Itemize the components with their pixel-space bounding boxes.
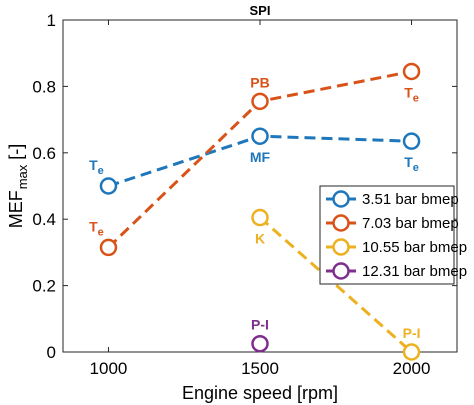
- point-annotation: MF: [250, 149, 271, 165]
- point-annotation: P-I: [403, 325, 421, 341]
- x-tick-label: 1500: [241, 359, 279, 378]
- chart-title: SPI: [250, 3, 271, 18]
- legend-label: 7.03 bar bmep: [362, 215, 459, 232]
- y-axis-label-main: MEF: [6, 190, 26, 228]
- data-point: [99, 238, 118, 257]
- point-annotation-text: T: [89, 157, 98, 173]
- point-annotation-text: P-I: [403, 325, 421, 341]
- data-point: [251, 334, 269, 353]
- point-annotation-sub: e: [413, 162, 419, 174]
- legend-marker: [332, 238, 350, 256]
- point-annotation-text: T: [89, 218, 98, 234]
- y-tick-label: 1: [47, 11, 56, 30]
- legend-label: 3.51 bar bmep: [362, 191, 459, 208]
- x-tick-label: 2000: [393, 359, 431, 378]
- data-point: [251, 92, 269, 111]
- legend-marker: [332, 214, 350, 232]
- point-annotation: PB: [250, 74, 269, 90]
- series-group: Te PB Te: [89, 62, 421, 257]
- point-annotation-sub: e: [98, 226, 104, 238]
- legend: 3.51 bar bmep 7.03 bar bmep 10.55 bar bmep…: [319, 185, 467, 285]
- data-point: [251, 208, 269, 227]
- point-annotation: Te: [89, 218, 104, 238]
- point-annotation: P-I: [251, 317, 269, 333]
- y-tick-label: 0.6: [32, 144, 56, 163]
- point-annotation-text: MF: [250, 149, 271, 165]
- y-tick-label: 0.8: [32, 77, 56, 96]
- point-annotation-text: P-I: [251, 317, 269, 333]
- series-group: K P-I: [251, 208, 421, 361]
- data-point: [402, 343, 421, 361]
- point-annotation: Te: [404, 154, 419, 174]
- point-annotation-text: T: [404, 84, 413, 100]
- point-annotation-sub: e: [413, 92, 419, 104]
- series-group: P-I: [251, 317, 269, 353]
- point-annotation: Te: [404, 84, 419, 104]
- y-tick-label: 0: [47, 343, 56, 362]
- y-tick-label: 0.2: [32, 277, 56, 296]
- point-annotation-text: T: [404, 154, 413, 170]
- point-annotation-sub: e: [98, 165, 104, 177]
- series-group: Te MF Te: [89, 127, 421, 195]
- point-annotation: K: [255, 231, 265, 247]
- data-point: [402, 62, 421, 81]
- y-axis: 0 0.2 0.4 0.6 0.8 1: [32, 11, 457, 362]
- data-point: [99, 177, 118, 195]
- point-annotation-text: K: [255, 231, 265, 247]
- legend-marker: [332, 190, 350, 208]
- x-tick-label: 1000: [90, 359, 128, 378]
- y-tick-label: 0.4: [32, 210, 56, 229]
- point-annotation: Te: [89, 157, 104, 177]
- point-annotation-text: PB: [250, 74, 269, 90]
- x-axis: 1000 1500 2000: [90, 20, 431, 378]
- legend-marker: [332, 262, 350, 280]
- data-point: [251, 127, 269, 145]
- data-point: [402, 132, 421, 150]
- legend-label: 12.31 bar bmep: [362, 263, 467, 280]
- x-axis-label: Engine speed [rpm]: [182, 383, 338, 403]
- y-axis-label-sub: max: [15, 164, 30, 189]
- y-axis-label-unit: [-]: [6, 144, 26, 160]
- y-axis-label: MEFmax [-]: [6, 144, 30, 229]
- legend-label: 10.55 bar bmep: [362, 239, 467, 256]
